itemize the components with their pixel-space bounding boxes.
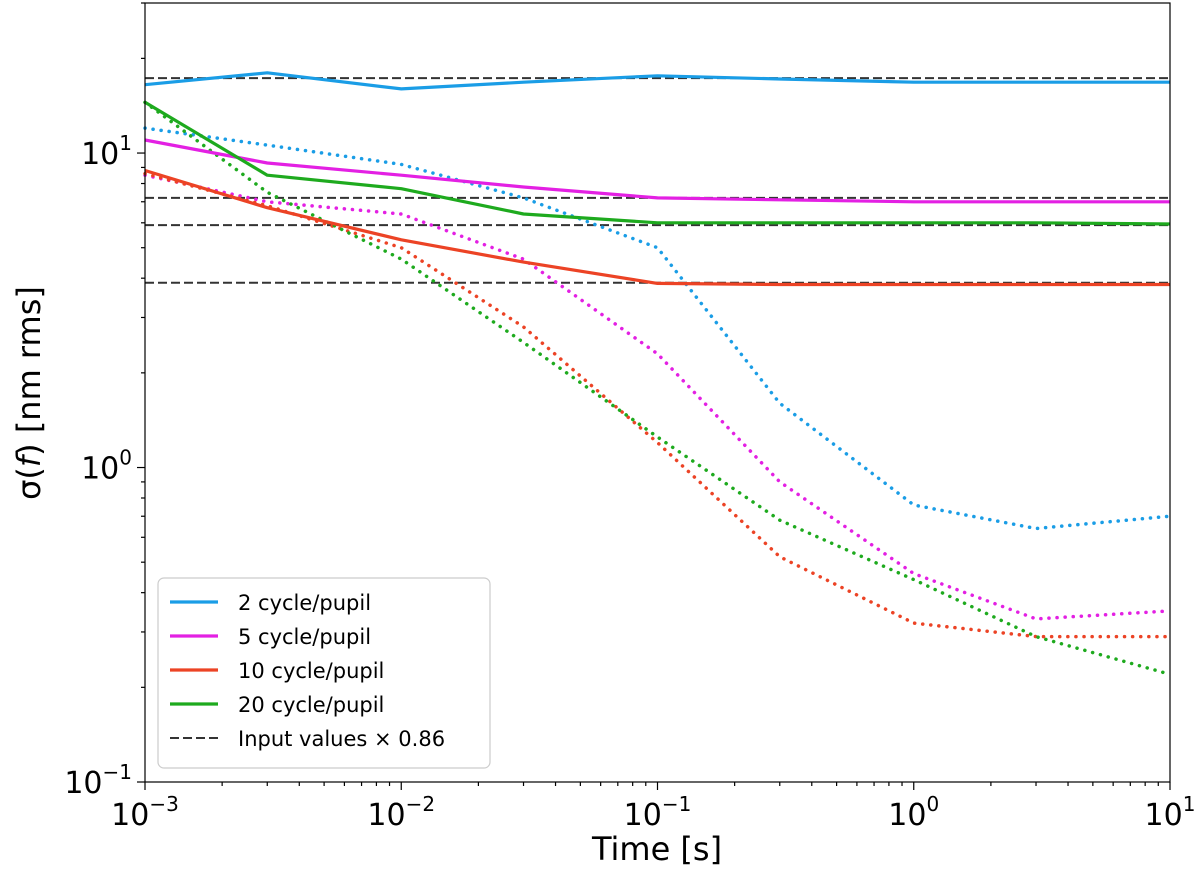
legend-label: Input values × 0.86 xyxy=(238,727,445,751)
legend-label: 2 cycle/pupil xyxy=(238,591,371,615)
x-tick-label: 10−2 xyxy=(367,792,435,833)
x-tick-label: 10−1 xyxy=(624,792,692,833)
legend-entry-2-cycle-pupil: 2 cycle/pupil xyxy=(170,591,371,615)
y-tick-label: 100 xyxy=(81,446,132,487)
legend-entry-20-cycle-pupil: 20 cycle/pupil xyxy=(170,693,384,717)
legend-label: 20 cycle/pupil xyxy=(238,693,384,717)
legend-entry-5-cycle-pupil: 5 cycle/pupil xyxy=(170,625,371,649)
series-2-cycle-pupil-line xyxy=(144,71,1170,91)
x-tick-labels: 10−3 10−2 10−1 100 101 xyxy=(111,792,1195,833)
x-tick-label: 100 xyxy=(888,792,939,833)
legend-label: 5 cycle/pupil xyxy=(238,625,371,649)
y-axis-title: σ(f) [nm rms] xyxy=(10,286,48,500)
y-tick-labels: 10−1 100 101 xyxy=(64,131,132,801)
series-5-cycle-pupil-line xyxy=(144,138,1170,204)
x-axis-title: Time [s] xyxy=(591,830,722,868)
legend: 2 cycle/pupil 5 cycle/pupil 10 cycle/pupil… xyxy=(157,577,491,769)
axis-ticks xyxy=(137,2,1171,790)
legend-entry-input-values-0-86: Input values × 0.86 xyxy=(170,727,445,751)
dotted-series xyxy=(143,100,1172,677)
y-tick-label: 10−1 xyxy=(64,760,132,801)
x-tick-label: 101 xyxy=(1145,792,1196,833)
x-tick-label: 10−3 xyxy=(111,792,179,833)
series-10-cycle-pupil-dotted xyxy=(143,171,1172,639)
series-20-cycle-pupil-dotted xyxy=(143,100,1172,677)
legend-box xyxy=(157,577,491,769)
y-tick-label: 101 xyxy=(81,131,132,172)
series-10-cycle-pupil-line xyxy=(144,168,1170,287)
solid-series xyxy=(144,71,1171,287)
series-2-cycle-pupil-dotted xyxy=(143,126,1172,531)
series-5-cycle-pupil-dotted xyxy=(143,173,1172,621)
legend-label: 10 cycle/pupil xyxy=(238,659,384,683)
series-20-cycle-pupil-line xyxy=(144,100,1171,226)
reference-lines xyxy=(145,77,1170,284)
legend-entry-10-cycle-pupil: 10 cycle/pupil xyxy=(170,659,384,683)
